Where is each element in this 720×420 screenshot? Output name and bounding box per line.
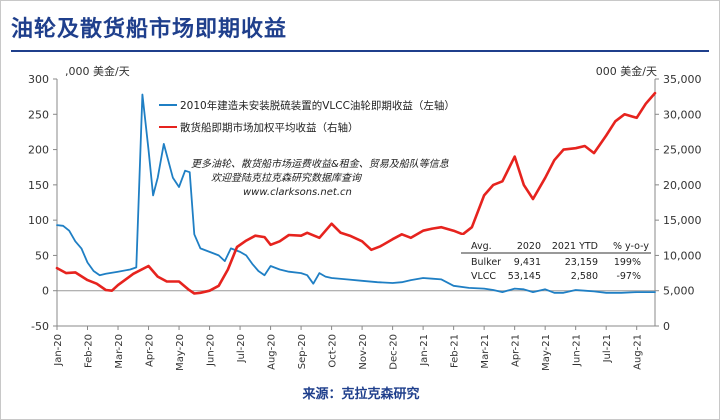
x-tick-label: Jul-21	[602, 334, 613, 363]
table-header-ytd: 2021 YTD	[552, 241, 598, 252]
left-axis-ticks: -50 0 50 100 150 200 250 300	[28, 73, 57, 333]
left-tick-label: -50	[31, 320, 49, 333]
right-tick-label: 5,000	[663, 285, 695, 298]
stats-table: Avg. 2020 2021 YTD % y-o-y Bulker 9,431 …	[461, 235, 653, 285]
plot-area	[56, 79, 656, 327]
x-tick-label: Feb-21	[450, 334, 461, 368]
series-line-bulker	[55, 91, 657, 295]
legend-label-vlcc: 2010年建造未安装脱硫装置的VLCC油轮即期收益（左轴）	[180, 99, 455, 112]
title-underline	[11, 50, 709, 52]
right-axis-label: 000 美金/天	[596, 64, 657, 78]
left-axis-label: ,000 美金/天	[65, 64, 130, 78]
table-cell-vlcc-name: VLCC	[471, 271, 496, 282]
table-cell-vlcc-yoy: -97%	[616, 271, 641, 282]
right-tick-label: 30,000	[663, 108, 702, 121]
chart: -50 0 50 100 150 200 250 300 0 5,000 10,000 15,000…	[28, 64, 702, 371]
right-tick-label: 10,000	[663, 249, 702, 262]
stats-table-background	[461, 235, 653, 285]
table-cell-bulker-2020: 9,431	[514, 257, 541, 268]
x-tick-label: Apr-20	[145, 334, 156, 367]
right-tick-label: 15,000	[663, 214, 702, 227]
left-tick-label: 250	[28, 108, 49, 121]
x-tick-label: May-20	[175, 334, 186, 371]
table-header-avg: Avg.	[471, 241, 492, 252]
x-tick-label: Jan-21	[419, 334, 430, 367]
table-cell-bulker-ytd: 23,159	[565, 257, 598, 268]
plot-background	[57, 79, 655, 326]
table-cell-bulker-name: Bulker	[471, 257, 501, 268]
source-note: 来源：克拉克森研究	[302, 387, 420, 402]
x-tick-label: Nov-20	[358, 334, 369, 370]
series-line-vlcc	[56, 93, 656, 294]
x-tick-label: Aug-20	[267, 334, 278, 370]
right-tick-label: 25,000	[663, 144, 702, 157]
page-title: 油轮及散货船市场即期收益	[11, 17, 288, 42]
annotation: 更多油轮、散货船市场运费收益&租金、贸易及船队等信息 欢迎登陆克拉克森研究数据库…	[191, 158, 449, 198]
table-cell-vlcc-ytd: 2,580	[571, 271, 598, 282]
right-tick-label: 35,000	[663, 73, 702, 86]
x-tick-label: Dec-20	[389, 334, 400, 370]
x-tick-label: Aug-21	[633, 334, 644, 370]
left-tick-label: 200	[28, 144, 49, 157]
x-tick-label: Mar-21	[480, 334, 491, 369]
table-cell-bulker-yoy: 199%	[614, 257, 641, 268]
x-tick-label: Apr-21	[511, 334, 522, 367]
x-tick-label: Jun-20	[206, 334, 217, 367]
x-tick-label: Feb-20	[84, 334, 95, 368]
left-tick-label: 50	[35, 249, 49, 262]
x-tick-label: Sep-20	[297, 334, 308, 369]
right-tick-label: 0	[663, 320, 670, 333]
x-tick-label: Jan-20	[53, 334, 64, 367]
x-tick-label: Oct-20	[328, 334, 339, 368]
left-tick-label: 100	[28, 214, 49, 227]
table-header-yoy: % y-o-y	[613, 241, 649, 252]
x-tick-label: Jul-20	[236, 334, 247, 363]
table-cell-vlcc-2020: 53,145	[508, 271, 541, 282]
legend-label-bulker: 散货船即期市场加权平均收益（右轴）	[180, 121, 359, 134]
right-tick-label: 20,000	[663, 179, 702, 192]
annotation-line-2: 欢迎登陆克拉克森研究数据库查询	[211, 172, 363, 184]
table-header-2020: 2020	[517, 241, 541, 252]
annotation-line-1: 更多油轮、散货船市场运费收益&租金、贸易及船队等信息	[191, 158, 449, 170]
right-axis-ticks: 0 5,000 10,000 15,000 20,000 25,000 30,000 35,0…	[655, 73, 702, 333]
left-tick-label: 0	[42, 285, 49, 298]
legend: 2010年建造未安装脱硫装置的VLCC油轮即期收益（左轴） 散货船即期市场加权平…	[159, 99, 455, 134]
x-tick-label: Jun-21	[572, 334, 583, 367]
left-tick-label: 300	[28, 73, 49, 86]
left-tick-label: 150	[28, 179, 49, 192]
annotation-link[interactable]: www.clarksons.net.cn	[243, 187, 352, 198]
x-tick-label: Mar-20	[114, 334, 125, 369]
x-axis-ticks: Jan-20 Feb-20 Mar-20 Apr-20 May-20 Jun-20 Jul-…	[53, 326, 644, 371]
x-tick-label: May-21	[541, 334, 552, 371]
series-lines	[55, 91, 657, 295]
